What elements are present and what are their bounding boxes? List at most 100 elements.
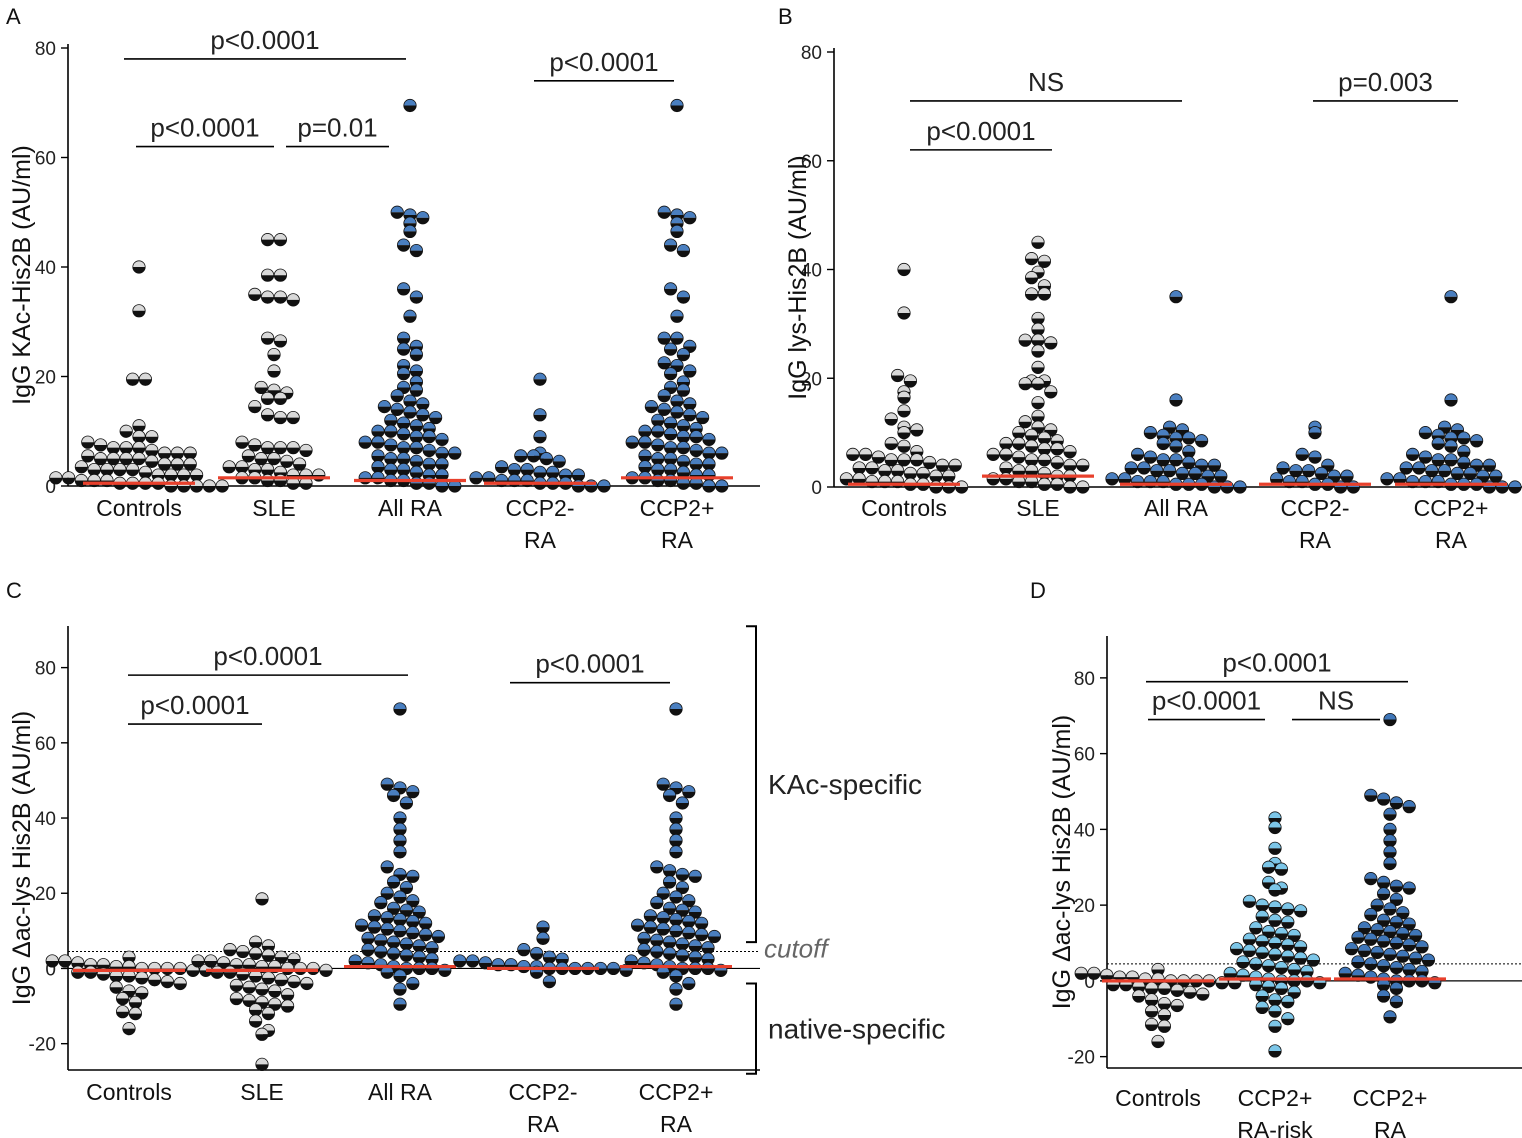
data-point bbox=[371, 435, 385, 449]
data-point bbox=[210, 965, 224, 979]
data-point bbox=[638, 449, 652, 463]
panel-letter: A bbox=[6, 4, 21, 29]
data-point bbox=[1268, 947, 1282, 961]
data-point bbox=[533, 408, 547, 422]
data-point bbox=[1268, 993, 1282, 1007]
data-point bbox=[1418, 474, 1433, 489]
data-point bbox=[1302, 464, 1316, 478]
data-point bbox=[520, 462, 534, 477]
data-point bbox=[1156, 436, 1170, 451]
group-sle bbox=[982, 235, 1094, 494]
data-point bbox=[396, 416, 411, 430]
data-point bbox=[100, 473, 114, 488]
data-point bbox=[514, 449, 528, 463]
data-point bbox=[183, 457, 197, 471]
data-point bbox=[1399, 461, 1413, 475]
data-point bbox=[670, 309, 684, 323]
data-point bbox=[280, 988, 295, 1002]
data-point bbox=[643, 920, 658, 934]
data-point bbox=[306, 961, 320, 976]
data-point bbox=[113, 462, 127, 477]
data-point bbox=[416, 397, 430, 411]
data-point bbox=[1207, 480, 1222, 494]
data-point bbox=[897, 439, 911, 453]
y-tick-label: 40 bbox=[35, 809, 56, 830]
data-point bbox=[1287, 974, 1301, 988]
data-point bbox=[1025, 453, 1039, 467]
data-point bbox=[1255, 945, 1269, 960]
category-label: Controls bbox=[86, 1079, 172, 1105]
group-ccp2-ra bbox=[1334, 712, 1446, 1024]
data-point bbox=[1402, 917, 1416, 931]
data-point bbox=[377, 400, 391, 414]
data-point bbox=[1145, 981, 1159, 996]
data-point bbox=[1031, 333, 1045, 347]
data-point bbox=[122, 984, 136, 998]
data-point bbox=[371, 449, 385, 463]
data-point bbox=[229, 978, 243, 992]
data-point bbox=[409, 465, 423, 479]
data-point bbox=[1170, 983, 1184, 997]
data-point bbox=[177, 468, 191, 482]
data-point bbox=[683, 211, 697, 225]
y-tick-label: 20 bbox=[801, 369, 822, 390]
category-label: RA bbox=[527, 1111, 560, 1137]
y-tick-label: 80 bbox=[801, 43, 822, 64]
data-point bbox=[1137, 461, 1151, 475]
data-point bbox=[177, 479, 191, 493]
group-ccp2-ra bbox=[453, 920, 633, 989]
data-point bbox=[1262, 959, 1276, 973]
data-point bbox=[695, 410, 710, 425]
data-point bbox=[286, 441, 300, 455]
data-point bbox=[675, 867, 690, 882]
data-point bbox=[682, 926, 696, 940]
data-point bbox=[1495, 480, 1509, 494]
data-point bbox=[1431, 453, 1445, 467]
data-point bbox=[702, 446, 716, 460]
data-point bbox=[1444, 453, 1458, 467]
data-point bbox=[1031, 322, 1045, 336]
data-point bbox=[1402, 962, 1416, 977]
category-label: CCP2+ bbox=[1353, 1085, 1428, 1111]
data-point bbox=[1274, 862, 1289, 876]
data-point bbox=[689, 443, 703, 458]
panel-letter: C bbox=[6, 578, 22, 603]
data-point bbox=[261, 948, 275, 962]
data-point bbox=[1031, 344, 1045, 358]
data-point bbox=[1037, 442, 1052, 456]
data-point bbox=[425, 961, 439, 976]
data-point bbox=[1444, 393, 1458, 407]
data-point bbox=[669, 912, 683, 927]
data-point bbox=[571, 468, 586, 482]
data-point bbox=[1421, 953, 1436, 967]
data-point bbox=[638, 424, 652, 438]
data-point bbox=[1380, 472, 1394, 486]
data-point bbox=[999, 472, 1013, 486]
data-point bbox=[191, 954, 205, 968]
data-point bbox=[1037, 287, 1052, 301]
data-point bbox=[1255, 989, 1269, 1003]
data-point bbox=[1183, 985, 1197, 999]
data-point bbox=[87, 473, 101, 488]
data-point bbox=[897, 404, 911, 418]
data-point bbox=[1402, 974, 1416, 988]
data-point bbox=[1281, 915, 1295, 929]
data-point bbox=[406, 894, 420, 908]
data-point bbox=[670, 331, 684, 345]
data-point bbox=[249, 935, 263, 949]
data-point bbox=[49, 471, 63, 485]
data-point bbox=[897, 390, 911, 404]
y-axis-label: IgG lys-His2B (AU/ml) bbox=[784, 155, 812, 399]
group-controls bbox=[1074, 962, 1242, 1049]
group-controls bbox=[839, 262, 969, 494]
data-point bbox=[274, 973, 288, 987]
data-point bbox=[396, 367, 411, 381]
data-point bbox=[1132, 989, 1146, 1003]
data-point bbox=[267, 364, 281, 378]
data-point bbox=[1157, 1019, 1172, 1033]
data-point bbox=[701, 961, 715, 976]
data-point bbox=[1074, 966, 1088, 980]
data-point bbox=[507, 462, 522, 477]
group-all-ra bbox=[354, 98, 466, 493]
data-point bbox=[1012, 436, 1026, 451]
